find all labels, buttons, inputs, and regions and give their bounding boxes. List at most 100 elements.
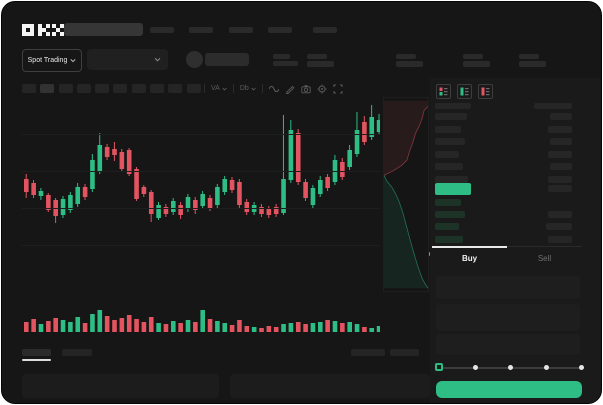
nav-item-skeleton[interactable] [268, 27, 292, 33]
last-price-skeleton [273, 54, 290, 59]
price-skeleton [435, 235, 463, 243]
amount-skeleton [548, 211, 572, 219]
price-skeleton [435, 199, 461, 206]
candlestick-chart[interactable] [22, 102, 380, 292]
amount-skeleton [550, 163, 572, 170]
timeframe-button[interactable] [95, 84, 110, 93]
ask-row[interactable] [430, 175, 601, 185]
chevron-down-icon [251, 87, 256, 91]
tab-buy[interactable]: Buy [432, 247, 507, 269]
buy-submit-button[interactable] [436, 381, 582, 398]
search-input[interactable] [64, 23, 143, 36]
market-type-dropdown[interactable]: Spot Trading [22, 49, 82, 72]
timeframe-button[interactable] [40, 84, 55, 93]
amount-skeleton [548, 125, 572, 133]
bid-row[interactable] [430, 211, 601, 220]
side-tabs: Buy Sell [432, 246, 582, 269]
okx-logo [22, 24, 64, 36]
amount-skeleton [550, 138, 572, 145]
price-skeleton [435, 163, 463, 170]
price-skeleton [435, 223, 459, 231]
amount-skeleton [548, 175, 572, 183]
amount-skeleton [548, 235, 572, 243]
chart-type-dropdown[interactable]: VA [211, 85, 227, 92]
coin-avatar [186, 51, 203, 68]
camera-icon[interactable] [301, 84, 311, 94]
chart-type-label: VA [211, 85, 220, 92]
bottom-tab-active[interactable] [22, 349, 51, 356]
chart-gridline [22, 134, 380, 135]
price-change-skeleton [273, 61, 298, 66]
slider-dot[interactable] [508, 365, 513, 370]
chart-gridline [22, 208, 380, 209]
timeframe-button[interactable] [186, 84, 201, 93]
amount-skeleton [550, 113, 572, 120]
stat-value-skeleton [396, 61, 423, 67]
timeframe-button[interactable] [76, 84, 91, 93]
price-skeleton [435, 138, 465, 145]
price-skeleton [435, 113, 467, 120]
ob-header-price-skeleton [435, 103, 471, 109]
trade-panel: Buy Sell [430, 78, 601, 403]
amount-field[interactable] [436, 304, 580, 331]
total-field[interactable] [436, 334, 580, 355]
nav-item-skeleton[interactable] [313, 27, 337, 33]
slider-dot[interactable] [472, 365, 478, 370]
settings-gear-icon[interactable] [317, 84, 327, 94]
market-type-label: Spot Trading [27, 57, 68, 64]
stat-value-skeleton [307, 61, 334, 67]
bottom-tab[interactable] [62, 349, 92, 356]
ask-row[interactable] [430, 138, 601, 147]
book-combined-icon[interactable] [436, 84, 451, 99]
price-field[interactable] [436, 276, 580, 299]
timeframe-toolbar [22, 84, 201, 93]
book-bids-icon[interactable] [457, 84, 472, 99]
stat-label-skeleton [463, 54, 483, 59]
timeframe-button[interactable] [113, 84, 128, 93]
slider-dot[interactable] [579, 365, 584, 370]
orders-panel-skeleton [22, 374, 219, 398]
ask-row[interactable] [430, 125, 601, 135]
timeframe-button[interactable] [131, 84, 146, 93]
nav-item-skeleton[interactable] [189, 27, 213, 33]
book-asks-icon[interactable] [478, 84, 493, 99]
volume-chart [22, 296, 382, 333]
bid-row[interactable] [430, 235, 601, 245]
bid-row[interactable] [430, 223, 601, 232]
ask-row[interactable] [430, 163, 601, 172]
divider [261, 84, 263, 93]
bid-row[interactable] [430, 199, 601, 208]
ob-header-amount-skeleton [534, 103, 572, 109]
fullscreen-icon[interactable] [333, 84, 343, 94]
line-wave-icon[interactable] [268, 84, 279, 94]
slider-dot[interactable] [543, 365, 549, 370]
timeframe-button[interactable] [58, 84, 73, 93]
nav-item-skeleton[interactable] [229, 27, 253, 33]
bottom-link[interactable] [351, 349, 385, 356]
chevron-down-icon [70, 59, 76, 63]
timeframe-button[interactable] [168, 84, 183, 93]
timeframe-button[interactable] [22, 84, 36, 93]
timeframe-button[interactable] [150, 84, 165, 93]
chart-tools: VA Db [204, 82, 343, 95]
price-skeleton [435, 211, 465, 219]
ask-row[interactable] [430, 150, 601, 160]
buy-tab-label: Buy [461, 253, 478, 263]
amount-slider-handle[interactable] [435, 363, 443, 371]
depth-chart[interactable] [383, 97, 429, 292]
amount-skeleton [546, 223, 572, 231]
draw-pencil-icon[interactable] [285, 84, 295, 94]
pair-selector-dropdown[interactable] [87, 49, 168, 70]
indicator-dropdown[interactable]: Db [240, 85, 256, 92]
bottom-link[interactable] [390, 349, 419, 356]
divider [204, 84, 205, 93]
last-price-row[interactable] [430, 183, 601, 196]
indicator-label: Db [239, 85, 249, 92]
orderbook-view-toggle [436, 84, 493, 99]
tab-sell[interactable]: Sell [507, 247, 582, 269]
nav-item-skeleton[interactable] [150, 27, 174, 33]
sell-tab-label: Sell [537, 253, 552, 263]
orders-panel-skeleton [230, 374, 430, 398]
ask-row[interactable] [430, 113, 601, 122]
